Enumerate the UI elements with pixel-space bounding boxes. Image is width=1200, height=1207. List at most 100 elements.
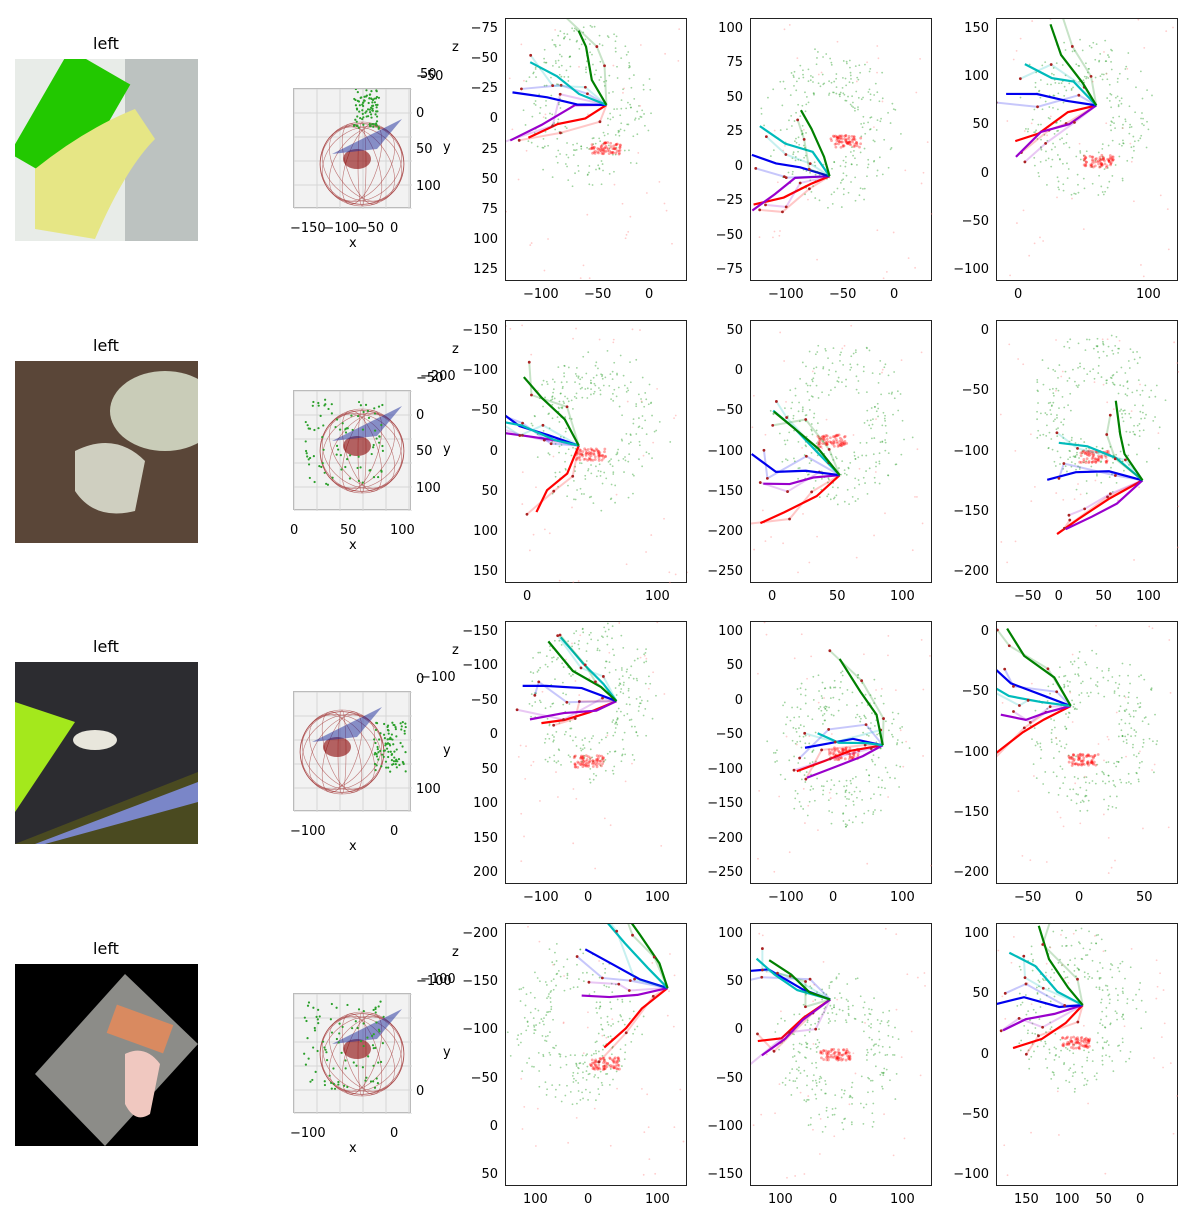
object-point <box>872 1103 874 1105</box>
x-tick: 0 <box>829 891 837 904</box>
noise-point <box>627 231 629 233</box>
object-point <box>629 66 631 68</box>
object-point <box>884 363 886 365</box>
noise-point <box>644 655 646 657</box>
object-point <box>644 392 646 394</box>
object-point <box>616 395 618 397</box>
object-point <box>1062 768 1064 770</box>
noise-point <box>565 659 567 661</box>
object-point <box>582 1055 584 1057</box>
object-point <box>1144 717 1146 719</box>
object-point <box>371 1035 373 1037</box>
noise-point <box>818 702 820 704</box>
object-point <box>1077 386 1079 388</box>
joint-point <box>595 45 598 48</box>
contact-point <box>1080 754 1083 757</box>
noise-point <box>575 680 577 682</box>
noise-point <box>575 798 577 800</box>
object-point <box>641 1033 643 1035</box>
object-point <box>572 1075 574 1077</box>
object-point <box>313 455 315 457</box>
object-point <box>1124 736 1126 738</box>
contact-point <box>598 457 601 460</box>
object-point <box>376 1077 378 1079</box>
noise-point <box>626 563 628 565</box>
object-point <box>1118 116 1120 118</box>
object-point <box>888 729 890 731</box>
object-point <box>635 433 637 435</box>
object-point <box>814 1023 816 1025</box>
object-point <box>612 648 614 650</box>
joint-point <box>766 477 769 480</box>
object-point <box>380 424 382 426</box>
noise-point <box>866 863 868 865</box>
contact-point <box>829 436 832 439</box>
object-point <box>1057 93 1059 95</box>
y-tick: 50 <box>726 324 743 337</box>
object-point <box>791 72 793 74</box>
object-point <box>619 135 621 137</box>
object-point <box>351 1027 353 1029</box>
noise-point <box>547 238 549 240</box>
object-point <box>802 808 804 810</box>
object-point <box>322 462 324 464</box>
object-point <box>791 707 793 709</box>
object-point <box>1075 793 1077 795</box>
noise-point <box>823 961 825 963</box>
object-point <box>805 110 807 112</box>
object-point <box>883 366 885 368</box>
object-point <box>584 1061 586 1063</box>
object-point <box>1031 738 1033 740</box>
object-point <box>560 764 562 766</box>
object-point <box>626 123 628 125</box>
object-point <box>1076 708 1078 710</box>
object-point <box>624 1024 626 1026</box>
object-point <box>822 74 824 76</box>
object-point <box>1084 796 1086 798</box>
object-point <box>1076 803 1078 805</box>
noise-point <box>836 999 838 1001</box>
noise-point <box>777 181 779 183</box>
object-point <box>784 702 786 704</box>
object-point <box>822 723 824 725</box>
object-point <box>810 1048 812 1050</box>
projection-plot-3 <box>996 18 1178 281</box>
object-point <box>628 453 630 455</box>
noise-point <box>1108 739 1110 741</box>
object-point <box>584 737 586 739</box>
object-point <box>869 117 871 119</box>
object-point <box>550 991 552 993</box>
noise-point <box>1107 338 1109 340</box>
object-point <box>620 688 622 690</box>
object-point <box>639 441 641 443</box>
object-point <box>584 38 586 40</box>
object-point <box>560 107 562 109</box>
object-point <box>535 76 537 78</box>
object-point <box>1036 411 1038 413</box>
contact-point <box>1087 764 1090 767</box>
noise-point <box>826 419 828 421</box>
noise-point <box>881 688 883 690</box>
noise-point <box>598 960 600 962</box>
object-point <box>535 1024 537 1026</box>
contact-point <box>618 146 621 149</box>
object-point <box>896 1073 898 1075</box>
noise-point <box>669 582 671 584</box>
object-point <box>806 1084 808 1086</box>
noise-point <box>837 41 839 43</box>
object-point <box>633 759 635 761</box>
object-point <box>548 1011 550 1013</box>
joint-point <box>598 1060 601 1063</box>
contact-point <box>859 142 862 145</box>
object-point <box>616 108 618 110</box>
y-tick: 0 <box>735 694 743 707</box>
noise-point <box>812 371 814 373</box>
object-point <box>1119 100 1121 102</box>
object-point <box>878 1045 880 1047</box>
object-point <box>1146 121 1148 123</box>
object-point <box>792 727 794 729</box>
object-point <box>608 986 610 988</box>
object-point <box>566 1064 568 1066</box>
object-point <box>855 717 857 719</box>
object-point <box>841 381 843 383</box>
